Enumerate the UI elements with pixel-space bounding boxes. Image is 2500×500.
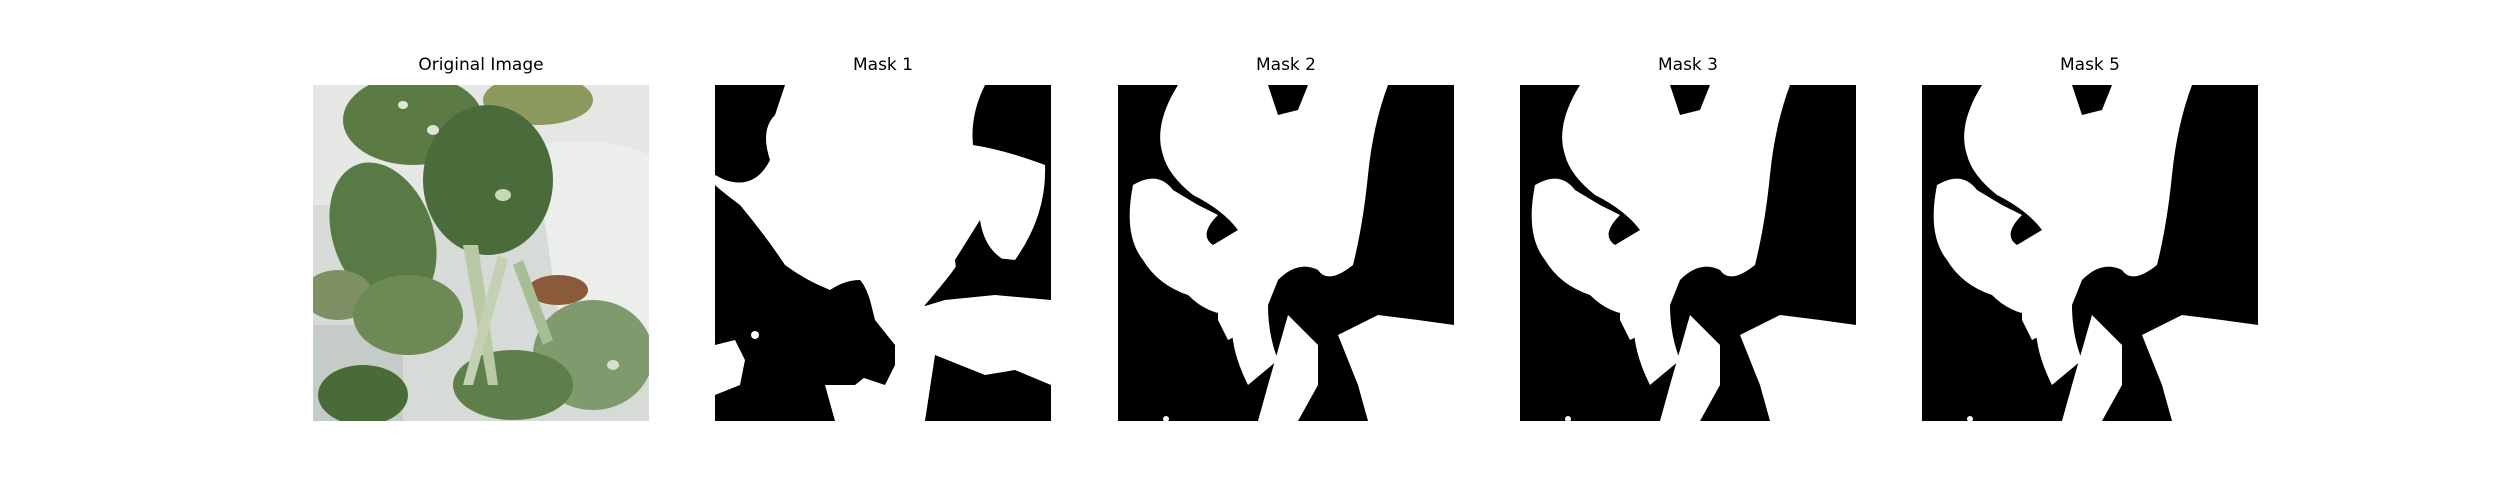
segmentation-mask-1	[715, 85, 1051, 421]
segmentation-mask-3	[1520, 85, 1856, 421]
segmentation-mask-5	[1922, 85, 2258, 421]
segmentation-mask-2	[1118, 85, 1454, 421]
panel-title: Mask 3	[1657, 55, 1718, 75]
panel-title: Mask 5	[2059, 55, 2120, 75]
original-plant-photo	[313, 85, 649, 421]
panel-title: Mask 2	[1255, 55, 1316, 75]
panel-title: Mask 1	[852, 55, 913, 75]
panel-title: Original Image	[418, 55, 544, 75]
